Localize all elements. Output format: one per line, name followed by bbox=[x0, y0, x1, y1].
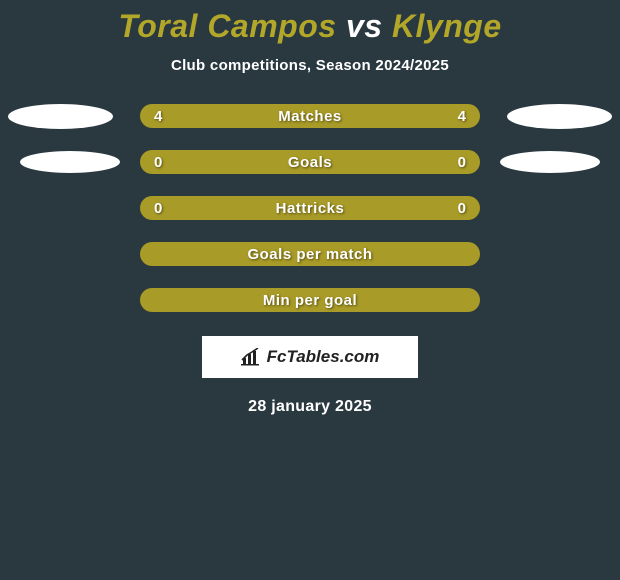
stat-label: Matches bbox=[278, 108, 342, 125]
stat-row-matches: 4 Matches 4 bbox=[0, 104, 620, 128]
stat-row-min-per-goal: Min per goal bbox=[0, 288, 620, 312]
stat-bar: 0 Hattricks 0 bbox=[140, 196, 480, 220]
page-title: Toral Campos vs Klynge bbox=[0, 0, 620, 45]
stat-value-right: 0 bbox=[458, 200, 466, 217]
stat-value-left: 0 bbox=[154, 200, 162, 217]
brand-badge[interactable]: FcTables.com bbox=[202, 336, 418, 378]
stat-label: Min per goal bbox=[263, 292, 357, 309]
stat-label: Goals per match bbox=[247, 246, 372, 263]
stat-bar: 4 Matches 4 bbox=[140, 104, 480, 128]
stat-row-hattricks: 0 Hattricks 0 bbox=[0, 196, 620, 220]
stat-value-right: 4 bbox=[458, 108, 466, 125]
stat-bar: 0 Goals 0 bbox=[140, 150, 480, 174]
ellipse-left bbox=[20, 151, 120, 173]
player1-name: Toral Campos bbox=[118, 8, 336, 44]
date-text: 28 january 2025 bbox=[0, 398, 620, 416]
stat-bar: Goals per match bbox=[140, 242, 480, 266]
brand-inner: FcTables.com bbox=[241, 347, 380, 367]
stats-container: 4 Matches 4 0 Goals 0 0 Hattricks 0 Goal… bbox=[0, 104, 620, 312]
stat-row-goals-per-match: Goals per match bbox=[0, 242, 620, 266]
player2-name: Klynge bbox=[392, 8, 502, 44]
stat-value-left: 4 bbox=[154, 108, 162, 125]
ellipse-left bbox=[8, 104, 113, 129]
stat-label: Goals bbox=[288, 154, 332, 171]
stat-bar: Min per goal bbox=[140, 288, 480, 312]
brand-text: FcTables.com bbox=[267, 347, 380, 367]
ellipse-right bbox=[500, 151, 600, 173]
stat-row-goals: 0 Goals 0 bbox=[0, 150, 620, 174]
vs-text: vs bbox=[346, 8, 383, 44]
subtitle: Club competitions, Season 2024/2025 bbox=[0, 57, 620, 74]
bar-chart-icon bbox=[241, 348, 263, 366]
stat-value-right: 0 bbox=[458, 154, 466, 171]
stat-value-left: 0 bbox=[154, 154, 162, 171]
ellipse-right bbox=[507, 104, 612, 129]
stat-label: Hattricks bbox=[276, 200, 345, 217]
